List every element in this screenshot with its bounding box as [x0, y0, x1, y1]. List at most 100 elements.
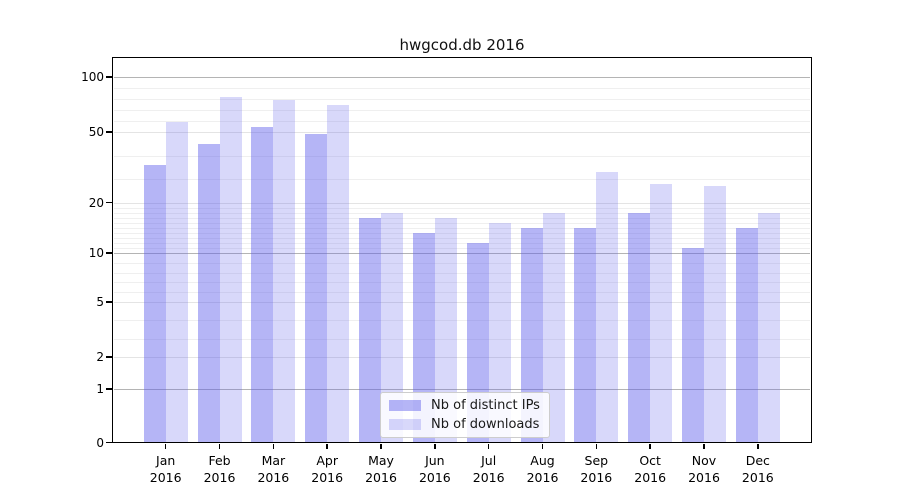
x-tick-label-aug: Aug 2016 [515, 452, 571, 486]
bar-aug-downloads [542, 212, 565, 443]
bar-jan-downloads [165, 122, 188, 443]
x-tick-mark-oct [649, 444, 651, 449]
y-tick-mark-2 [106, 356, 113, 358]
x-tick-year: 2016 [634, 470, 667, 485]
legend-label-distinct-ips: Nb of distinct IPs [431, 397, 540, 413]
bar-may-downloads [381, 212, 404, 443]
bar-jun-distinct-ips [412, 232, 435, 443]
x-tick-mark-feb [218, 444, 221, 449]
bar-oct-downloads [650, 183, 673, 443]
x-tick-month: Oct [639, 453, 661, 468]
x-tick-label-jan: Jan 2016 [138, 452, 194, 486]
x-tick-mark-jan [165, 444, 167, 449]
x-tick-label-may: May 2016 [353, 452, 409, 486]
y-tick-label-0: 0 [96, 435, 104, 450]
legend: Nb of distinct IPs Nb of downloads [380, 392, 550, 438]
x-tick-year: 2016 [526, 470, 559, 485]
x-tick-year: 2016 [149, 470, 182, 485]
bar-oct-distinct-ips [628, 212, 651, 443]
y-tick-mark-50 [106, 131, 113, 133]
x-tick-year: 2016 [688, 470, 720, 485]
x-tick-mark-mar [272, 444, 275, 449]
bar-sep-downloads [596, 171, 619, 443]
gridline-y-11 [114, 247, 810, 249]
x-tick-label-oct: Oct 2016 [622, 452, 678, 486]
gridline-y-70 [114, 110, 810, 111]
gridline-y-19 [114, 207, 810, 209]
y-tick-label-100: 100 [81, 70, 104, 84]
gridline-y-9 [114, 262, 810, 264]
y-tick-label-10: 10 [88, 246, 104, 260]
bar-feb-distinct-ips [197, 143, 220, 443]
legend-label-downloads: Nb of downloads [431, 416, 540, 432]
x-tick-month: Dec [745, 453, 770, 468]
gridline-y-16 [114, 222, 810, 224]
gridline-y-10 [114, 253, 810, 254]
bar-may-distinct-ips [359, 217, 382, 443]
gridline-y-100 [114, 77, 810, 78]
gridline-y-80 [114, 99, 810, 100]
x-tick-mark-jun [434, 444, 436, 449]
gridline-y-7 [114, 282, 810, 284]
gridline-y-40 [114, 155, 810, 157]
x-tick-year: 2016 [365, 470, 397, 485]
y-tick-mark-1 [106, 388, 113, 390]
gridline-y-60 [114, 121, 810, 122]
bar-jan-distinct-ips [143, 164, 166, 443]
x-tick-year: 2016 [472, 470, 505, 485]
bar-nov-downloads [704, 186, 726, 443]
bar-jul-downloads [488, 222, 511, 443]
x-tick-year: 2016 [418, 470, 451, 485]
x-tick-mark-sep [595, 444, 598, 449]
gridline-y-1 [114, 389, 810, 390]
bar-dec-downloads [757, 212, 780, 443]
bar-mar-distinct-ips [251, 126, 274, 443]
x-tick-label-apr: Apr 2016 [299, 452, 355, 486]
legend-swatch-downloads [389, 418, 421, 430]
gridline-y-18 [114, 212, 810, 214]
bar-dec-distinct-ips [735, 227, 758, 443]
x-tick-mark-nov [703, 444, 705, 449]
x-tick-label-dec: Dec 2016 [730, 452, 786, 486]
x-tick-month: Nov [691, 453, 717, 468]
x-tick-label-sep: Sep 2016 [568, 452, 624, 486]
gridline-y-3 [114, 338, 810, 340]
x-tick-mark-aug [541, 444, 544, 449]
gridline-y-17 [114, 217, 810, 219]
gridline-y-12 [114, 242, 810, 244]
x-tick-year: 2016 [311, 470, 344, 485]
x-tick-year: 2016 [203, 470, 236, 485]
y-tick-label-2: 2 [96, 350, 104, 364]
x-tick-month: May [368, 453, 394, 468]
y-tick-label-5: 5 [96, 295, 104, 309]
gridline-y-14 [114, 232, 810, 234]
gridline-y-6 [114, 292, 810, 294]
x-tick-month: Jun [425, 453, 445, 468]
gridline-y-90 [114, 88, 810, 89]
x-tick-label-jul: Jul 2016 [461, 452, 517, 486]
x-tick-mark-dec [757, 444, 759, 449]
bar-mar-downloads [273, 100, 296, 443]
bar-apr-distinct-ips [305, 134, 328, 443]
x-tick-month: Jan [156, 453, 176, 468]
y-tick-mark-0 [106, 441, 113, 444]
x-tick-month: Sep [584, 453, 609, 468]
bar-jun-downloads [434, 217, 457, 443]
y-tick-label-50: 50 [88, 125, 104, 139]
legend-row-downloads: Nb of downloads [389, 416, 540, 432]
x-tick-label-jun: Jun 2016 [407, 452, 463, 486]
bar-sep-distinct-ips [574, 227, 597, 443]
bars-layer [114, 59, 810, 443]
x-tick-month: Feb [208, 453, 231, 468]
x-tick-mark-may [380, 444, 382, 449]
x-tick-month: Mar [261, 453, 286, 468]
gridline-y-15 [114, 227, 810, 229]
x-tick-label-nov: Nov 2016 [676, 452, 732, 486]
x-tick-year: 2016 [580, 470, 613, 485]
gridline-y-50 [114, 132, 810, 133]
gridline-y-8 [114, 272, 810, 274]
gridline-y-2 [114, 357, 810, 358]
legend-row-ips: Nb of distinct IPs [389, 397, 540, 413]
y-tick-mark-10 [106, 252, 113, 254]
y-tick-mark-20 [106, 201, 113, 204]
